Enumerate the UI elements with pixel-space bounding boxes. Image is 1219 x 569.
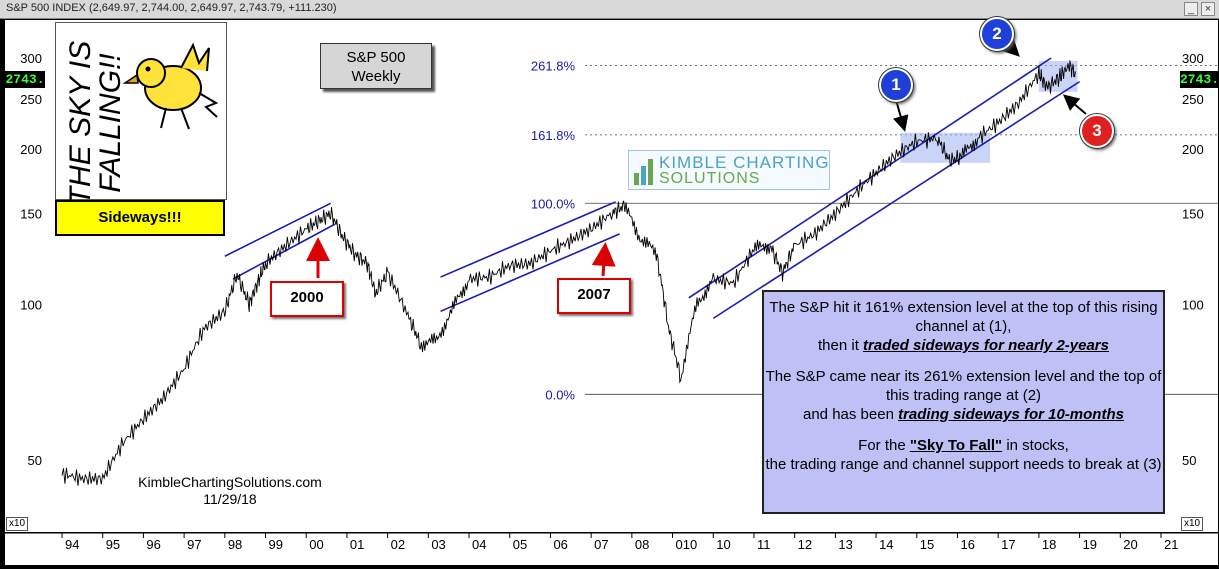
channel-line (224, 202, 332, 257)
note-paragraph-2: The S&P came near its 261% extension lev… (764, 367, 1163, 424)
x-tick-label: 19 (1083, 537, 1097, 552)
sideways-label: Sideways!!! (55, 200, 225, 236)
channel-line (712, 80, 1081, 320)
x-tick-label: 18 (1042, 537, 1056, 552)
chart-title-box: S&P 500 Weekly (320, 43, 432, 89)
channel-line (232, 223, 336, 280)
y-tick-label-left: 50 (28, 453, 42, 468)
x-tick-label: 94 (65, 537, 79, 552)
year-label-2000: 2000 (270, 281, 344, 317)
channel-line (440, 233, 620, 313)
x-tick-label: 05 (513, 537, 527, 552)
y-tick-label-left: 200 (20, 142, 42, 157)
marker-1: 1 (879, 68, 913, 102)
last-price-badge-left: 2743. (5, 71, 45, 88)
x-tick-label: 98 (228, 537, 242, 552)
year-label-2007: 2007 (557, 278, 631, 314)
x-tick-label: 20 (1123, 537, 1137, 552)
annotation-note: The S&P hit it 161% extension level at t… (762, 290, 1165, 514)
x-tick-label: 99 (269, 537, 283, 552)
x-tick-label: 06 (553, 537, 567, 552)
credit-site: KimbleChartingSolutions.com (138, 474, 322, 490)
note-p1-emphasis: traded sideways for nearly 2-years (863, 337, 1109, 354)
brand-logo: KIMBLE CHARTING SOLUTIONS (628, 150, 830, 190)
x-tick-label: 01 (350, 537, 364, 552)
x-tick-label: 16 (960, 537, 974, 552)
x-tick-label: 12 (798, 537, 812, 552)
x-tick-label: 03 (431, 537, 445, 552)
x-tick-label: 21 (1164, 537, 1178, 552)
credit-date: 11/29/18 (203, 491, 257, 507)
x-tick-label: 13 (838, 537, 852, 552)
close-icon[interactable]: × (1201, 2, 1215, 16)
x-tick-label: 97 (187, 537, 201, 552)
chart-interval: Weekly (351, 68, 401, 85)
y-tick-label-right: 150 (1182, 207, 1204, 222)
note-p3-quote: "Sky To Fall" (909, 437, 1003, 454)
credit-block: KimbleChartingSolutions.com 11/29/18 (120, 474, 340, 508)
fib-level-label: 161.8% (531, 128, 576, 143)
arrow-marker-1 (893, 99, 909, 132)
note-paragraph-3: For the "Sky To Fall" in stocks, the tra… (764, 436, 1163, 474)
logo-line-1: KIMBLE CHARTING (659, 153, 830, 172)
y-tick-label-right: 250 (1182, 92, 1204, 107)
note-p3-tail: in stocks, (1002, 437, 1069, 454)
marker-3: 3 (1080, 114, 1114, 148)
arrow-to-2007-top (591, 242, 616, 277)
logo-line-2: SOLUTIONS (659, 170, 761, 187)
y-tick-label-left: 150 (20, 207, 42, 222)
x-tick-label: 14 (879, 537, 893, 552)
window-title: S&P 500 INDEX (2,649.97, 2,744.00, 2,649… (6, 2, 337, 14)
y-tick-label-left: 100 (20, 297, 42, 312)
price-line (61, 60, 1076, 486)
fib-level-label: 0.0% (545, 387, 575, 402)
fib-level-label: 261.8% (531, 59, 576, 74)
y-tick-label-left: 250 (20, 92, 42, 107)
cartoon-panel: THE SKY IS FALLING!! (55, 22, 227, 205)
note-p3-text: the trading range and channel support ne… (765, 456, 1162, 473)
marker-2: 2 (980, 17, 1014, 51)
minimize-icon[interactable]: _ (1184, 2, 1198, 16)
x-tick-label: 17 (1001, 537, 1015, 552)
x-tick-label: 04 (472, 537, 486, 552)
scale-label-right: x10 (1181, 517, 1204, 531)
note-p1-lead: then it (818, 337, 864, 354)
x-tick-label: 95 (106, 537, 120, 552)
x-tick-label: 00 (309, 537, 323, 552)
x-tick-label: 11 (757, 537, 771, 552)
note-p1-text: The S&P hit it 161% extension level at t… (769, 299, 1158, 335)
y-tick-label-right: 100 (1182, 297, 1204, 312)
note-p3-lead: For the (858, 437, 910, 454)
scale-label-left: x10 (6, 517, 29, 531)
x-tick-label: 96 (146, 537, 160, 552)
note-p2-lead: and has been (803, 406, 899, 423)
title-bar: S&P 500 INDEX (2,649.97, 2,744.00, 2,649… (0, 0, 1219, 19)
chart-title: S&P 500 (346, 49, 406, 66)
x-tick-label: 10 (716, 537, 730, 552)
x-tick-label: 07 (594, 537, 608, 552)
y-tick-label-left: 300 (20, 51, 42, 66)
channel-line (440, 201, 616, 278)
note-paragraph-1: The S&P hit it 161% extension level at t… (764, 298, 1163, 355)
note-p2-emphasis: trading sideways for 10-months (898, 406, 1124, 423)
sky-is-falling-text: THE SKY IS FALLING!! (64, 40, 127, 206)
arrow-marker-3 (1062, 94, 1087, 115)
note-p2-text: The S&P came near its 261% extension lev… (765, 368, 1162, 404)
y-tick-label-right: 300 (1182, 51, 1204, 66)
x-tick-label: 15 (920, 537, 934, 552)
x-axis-band (5, 533, 1218, 565)
y-tick-label-right: 200 (1182, 142, 1204, 157)
last-price-badge-right: 2743. (1180, 71, 1219, 88)
x-tick-label: 02 (391, 537, 405, 552)
fib-level-label: 100.0% (531, 196, 576, 211)
chicken-icon (122, 42, 219, 130)
x-tick-label: 08 (635, 537, 649, 552)
y-tick-label-right: 50 (1182, 453, 1196, 468)
x-tick-label: 010 (676, 537, 698, 552)
logo-mark-icon (634, 159, 653, 185)
